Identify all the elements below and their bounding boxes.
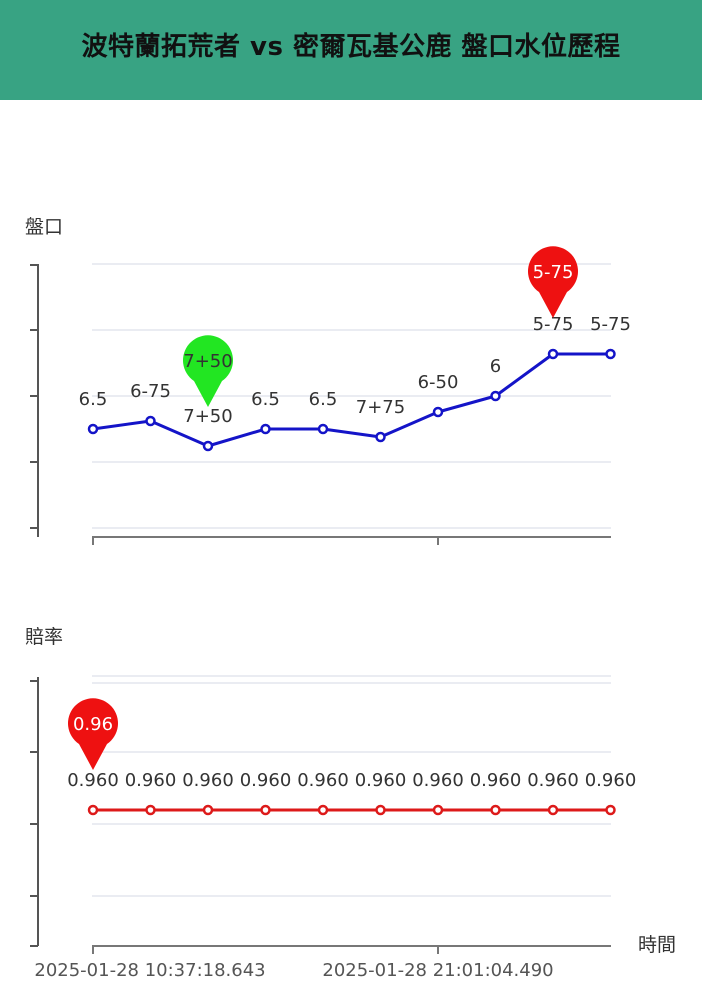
data-label: 7+75 [356,397,405,418]
data-label: 6-75 [130,381,171,402]
data-point [145,804,156,816]
handicap-series-line [92,352,611,448]
min-marker-pin: 5-75 [528,246,578,318]
data-label: 6.5 [309,389,338,410]
odds-y-axis [30,677,39,947]
max-marker-pin: 0.96 [67,698,118,770]
odds-x-axis [92,945,611,954]
odds-points [87,804,616,816]
data-label: 0.960 [527,770,579,791]
x-tick-label-start: 2025-01-28 10:37:18.643 [34,960,265,981]
data-label: 7+50 [183,406,232,427]
data-point [260,423,271,435]
data-point [490,390,501,402]
data-label: 6-50 [418,372,459,393]
marker-label: 5-75 [533,262,574,283]
odds-axis-name: 賠率 [25,626,63,648]
handicap-pins: 7+50 5-75 [183,246,578,407]
handicap-axis-name: 盤口 [25,216,63,238]
data-label: 0.960 [412,770,464,791]
data-label: 5-75 [533,314,574,335]
data-label: 0.960 [240,770,292,791]
data-label: 6.5 [79,389,108,410]
data-point [605,348,616,360]
data-point [547,348,559,360]
data-label: 6.5 [251,389,280,410]
handicap-labels: 6.5 6-75 7+50 6.5 6.5 7+75 6-50 6 5-75 5-75 [79,314,631,427]
odds-labels: 0.960 0.960 0.960 0.960 0.960 0.960 0.960 0.960… [67,770,636,791]
page-title: 波特蘭拓荒者 vs 密爾瓦基公鹿 盤口水位歷程 [81,31,621,62]
x-tick-label-mid: 2025-01-28 21:01:04.490 [322,960,553,981]
data-label: 0.960 [470,770,522,791]
handicap-chart: 盤口 6.5 6-75 7+50 6.5 6.5 7+75 6-50 6 5-75 5-75 7+… [25,216,631,545]
marker-label: 7+50 [183,351,232,372]
max-marker-pin: 7+50 [183,335,233,407]
handicap-gridlines [92,263,611,529]
data-point [432,804,444,816]
odds-pins: 0.96 [67,698,118,770]
data-point [375,804,386,816]
data-point [87,423,99,435]
data-point [317,423,329,435]
data-point [145,415,156,427]
data-point [260,804,271,816]
data-label: 0.960 [125,770,177,791]
odds-gridlines [92,675,611,897]
data-label: 6 [490,356,501,377]
data-point [317,804,329,816]
data-label: 5-75 [590,314,631,335]
data-label: 0.960 [297,770,349,791]
data-point [605,804,616,816]
data-point [432,406,444,418]
handicap-x-axis [92,536,611,545]
data-point [202,440,214,452]
handicap-points [87,348,616,452]
header-bar: 波特蘭拓荒者 vs 密爾瓦基公鹿 盤口水位歷程 [0,0,702,100]
x-axis-name: 時間 [638,934,676,956]
data-label: 0.960 [67,770,119,791]
odds-chart: 賠率 2025-01-28 10:37:18.643 2025-01-28 21… [25,626,676,981]
data-point [202,804,214,816]
data-point [87,804,99,816]
data-label: 0.960 [182,770,234,791]
marker-label: 0.96 [73,714,113,735]
data-label: 0.960 [355,770,407,791]
data-label: 0.960 [585,770,637,791]
data-point [547,804,559,816]
data-point [490,804,501,816]
data-point [375,431,386,443]
handicap-y-axis [30,264,39,537]
